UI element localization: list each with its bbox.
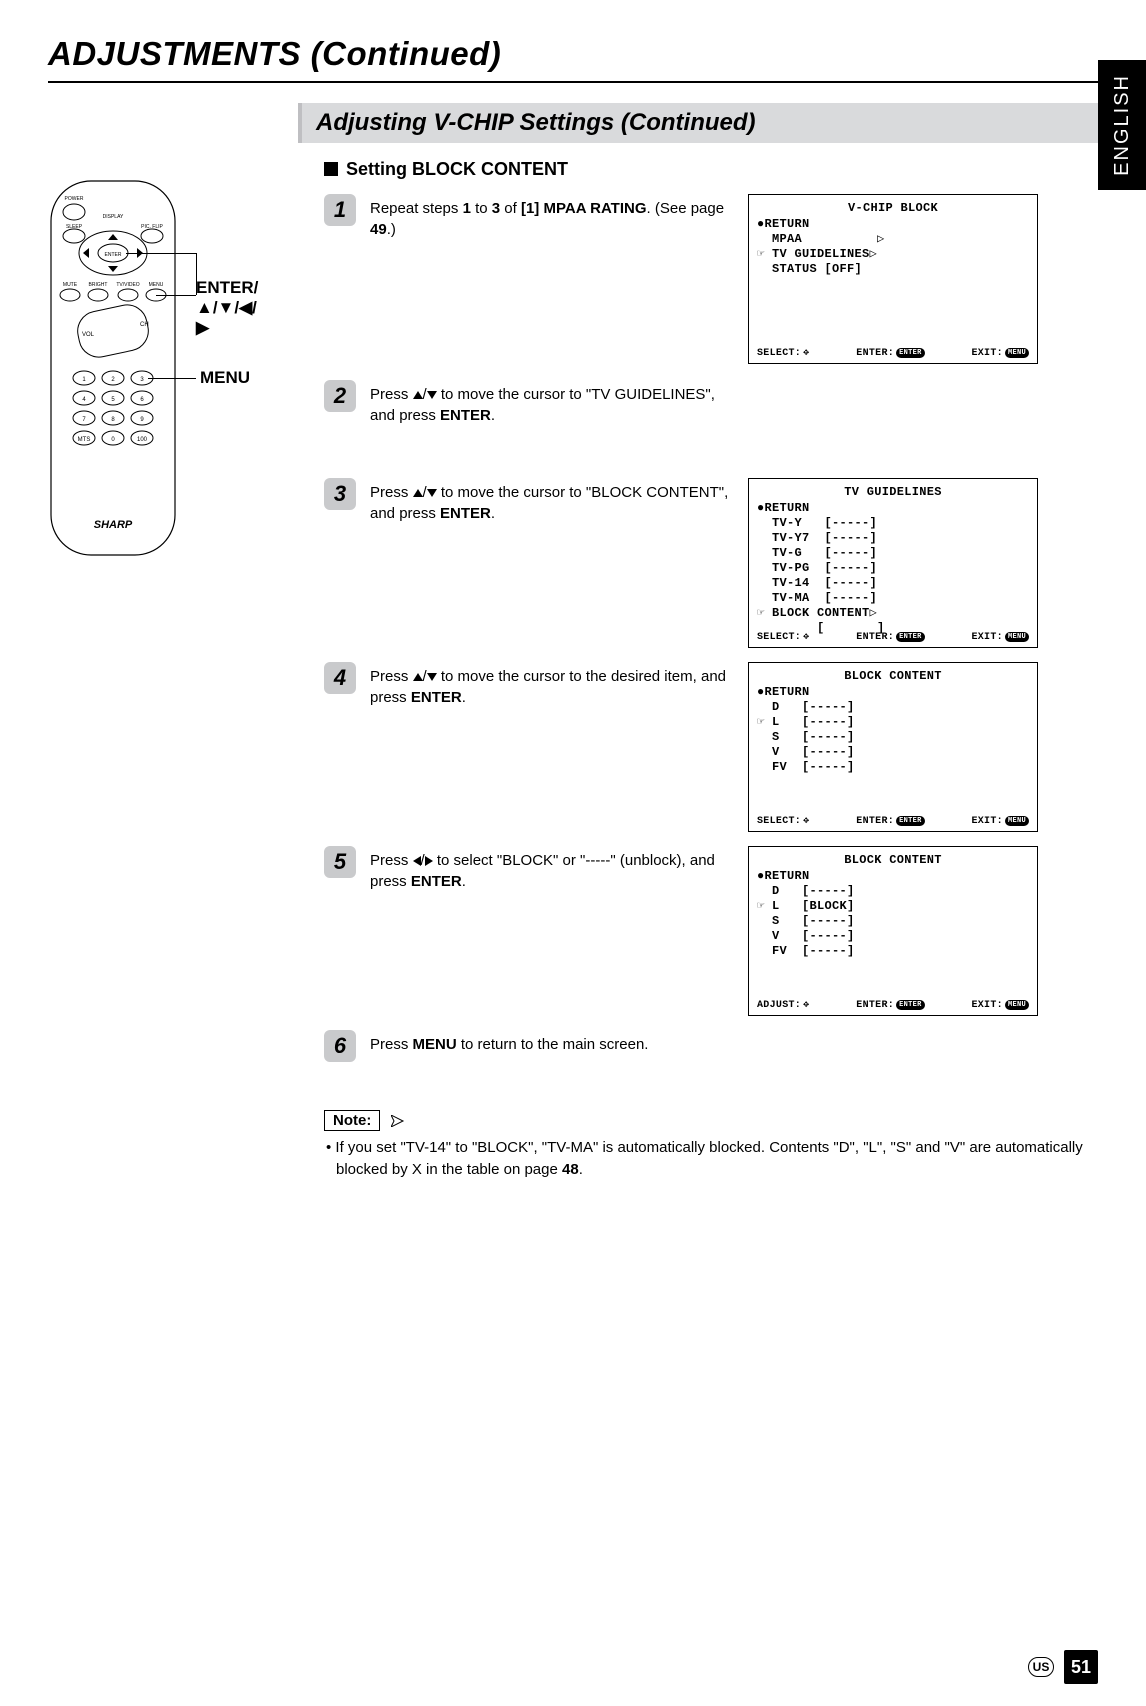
step-text-1: Repeat steps 1 to 3 of [1] MPAA RATING. … bbox=[370, 194, 730, 240]
osd2-row: ☞ BLOCK CONTENT▷ bbox=[757, 606, 1029, 621]
step-badge-5: 5 bbox=[324, 846, 356, 878]
language-tab-label: ENGLISH bbox=[1111, 74, 1134, 176]
osd1-row: STATUS [OFF] bbox=[757, 262, 1029, 277]
step-badge-4: 4 bbox=[324, 662, 356, 694]
page-title: ADJUSTMENTS (Continued) bbox=[48, 35, 1098, 73]
sub-heading-text: Setting BLOCK CONTENT bbox=[346, 159, 568, 179]
osd-block-content-1: BLOCK CONTENT ●RETURN D [-----] ☞ L [---… bbox=[748, 662, 1038, 832]
svg-text:VOL: VOL bbox=[82, 332, 95, 338]
step-badge-3: 3 bbox=[324, 478, 356, 510]
osd3-row: S [-----] bbox=[757, 730, 1029, 745]
svg-text:100: 100 bbox=[137, 437, 148, 443]
locale-badge: US bbox=[1028, 1657, 1054, 1677]
step-text-5: Press / to select "BLOCK" or "-----" (un… bbox=[370, 846, 730, 892]
step-text-6: Press MENU to return to the main screen. bbox=[370, 1030, 730, 1055]
section-bar: Adjusting V-CHIP Settings (Continued) bbox=[298, 103, 1098, 143]
svg-text:SHARP: SHARP bbox=[94, 519, 133, 531]
note-text: • If you set "TV-14" to "BLOCK", "TV-MA"… bbox=[324, 1137, 1098, 1181]
osd3-footer: SELECT:✥ ENTER:ENTER EXIT:MENU bbox=[757, 815, 1029, 827]
osd1-row: ☞ TV GUIDELINES▷ bbox=[757, 247, 1029, 262]
osd2-row: TV-14 [-----] bbox=[757, 576, 1029, 591]
osd2-row: TV-Y7 [-----] bbox=[757, 531, 1029, 546]
osd3-title: BLOCK CONTENT bbox=[757, 669, 1029, 683]
svg-text:CH: CH bbox=[140, 322, 149, 328]
sub-heading: Setting BLOCK CONTENT bbox=[324, 159, 1098, 180]
osd3-row: ●RETURN bbox=[757, 685, 1029, 700]
osd1-row: MPAA ▷ bbox=[757, 232, 1029, 247]
note-block: Note: • If you set "TV-14" to "BLOCK", "… bbox=[324, 1110, 1098, 1181]
svg-text:POWER: POWER bbox=[65, 196, 84, 202]
square-bullet-icon bbox=[324, 162, 338, 176]
callout-menu: MENU bbox=[200, 368, 250, 387]
svg-text:TV/VIDEO: TV/VIDEO bbox=[116, 282, 139, 288]
step-text-3: Press / to move the cursor to "BLOCK CON… bbox=[370, 478, 730, 524]
language-tab: ENGLISH bbox=[1098, 60, 1146, 190]
osd2-row: TV-PG [-----] bbox=[757, 561, 1029, 576]
osd1-title: V-CHIP BLOCK bbox=[757, 201, 1029, 215]
step-badge-1: 1 bbox=[324, 194, 356, 226]
step-text-2: Press / to move the cursor to "TV GUIDEL… bbox=[370, 380, 730, 426]
osd2-row: TV-MA [-----] bbox=[757, 591, 1029, 606]
callout-enter-l2: ▲/▼/◀/▶ bbox=[196, 298, 257, 337]
osd4-row: ●RETURN bbox=[757, 869, 1029, 884]
svg-text:MUTE: MUTE bbox=[63, 282, 78, 288]
top-rule bbox=[48, 81, 1098, 83]
svg-text:MENU: MENU bbox=[149, 282, 164, 288]
svg-text:ENTER: ENTER bbox=[105, 252, 122, 258]
osd-vchip-block: V-CHIP BLOCK ●RETURN MPAA ▷ ☞ TV GUIDELI… bbox=[748, 194, 1038, 364]
svg-text:SLEEP: SLEEP bbox=[66, 224, 83, 230]
osd2-row: TV-Y [-----] bbox=[757, 516, 1029, 531]
svg-text:BRIGHT: BRIGHT bbox=[89, 282, 108, 288]
osd4-row: S [-----] bbox=[757, 914, 1029, 929]
svg-text:MTS: MTS bbox=[78, 437, 91, 443]
osd2-title: TV GUIDELINES bbox=[757, 485, 1029, 499]
osd3-row: D [-----] bbox=[757, 700, 1029, 715]
step-badge-2: 2 bbox=[324, 380, 356, 412]
osd4-row: V [-----] bbox=[757, 929, 1029, 944]
remote-illustration: POWER DISPLAY SLEEP PIC. FLIP ENTER MUTE… bbox=[48, 178, 268, 608]
step-badge-6: 6 bbox=[324, 1030, 356, 1062]
osd-tv-guidelines: TV GUIDELINES ●RETURN TV-Y [-----] TV-Y7… bbox=[748, 478, 1038, 648]
osd-block-content-2: BLOCK CONTENT ●RETURN D [-----] ☞ L [BLO… bbox=[748, 846, 1038, 1016]
remote-svg: POWER DISPLAY SLEEP PIC. FLIP ENTER MUTE… bbox=[48, 178, 178, 558]
osd4-title: BLOCK CONTENT bbox=[757, 853, 1029, 867]
note-arrow-icon bbox=[391, 1115, 409, 1127]
osd3-row: V [-----] bbox=[757, 745, 1029, 760]
osd3-row: FV [-----] bbox=[757, 760, 1029, 775]
svg-text:DISPLAY: DISPLAY bbox=[103, 214, 124, 220]
osd4-row: FV [-----] bbox=[757, 944, 1029, 959]
osd4-footer: ADJUST:✥ ENTER:ENTER EXIT:MENU bbox=[757, 999, 1029, 1011]
svg-text:PIC. FLIP: PIC. FLIP bbox=[141, 224, 163, 230]
osd2-row: ●RETURN bbox=[757, 501, 1029, 516]
note-label: Note: bbox=[324, 1110, 380, 1131]
step-text-4: Press / to move the cursor to the desire… bbox=[370, 662, 730, 708]
page-footer: US 51 bbox=[1028, 1650, 1098, 1684]
osd4-row: D [-----] bbox=[757, 884, 1029, 899]
page-number: 51 bbox=[1064, 1650, 1098, 1684]
osd3-row: ☞ L [-----] bbox=[757, 715, 1029, 730]
osd1-row: ●RETURN bbox=[757, 217, 1029, 232]
osd1-footer: SELECT:✥ ENTER:ENTER EXIT:MENU bbox=[757, 347, 1029, 359]
callout-enter-l1: ENTER/ bbox=[196, 278, 258, 297]
osd4-row: ☞ L [BLOCK] bbox=[757, 899, 1029, 914]
osd2-row: TV-G [-----] bbox=[757, 546, 1029, 561]
osd2-footer: SELECT:✥ ENTER:ENTER EXIT:MENU bbox=[757, 631, 1029, 643]
